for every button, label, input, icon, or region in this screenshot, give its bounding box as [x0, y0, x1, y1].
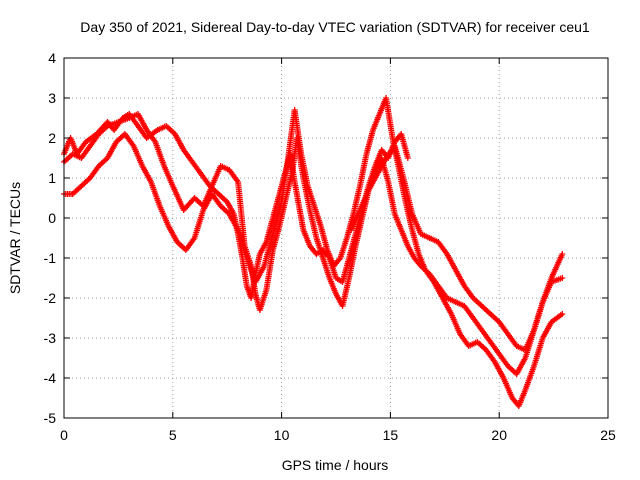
chart-title: Day 350 of 2021, Sidereal Day-to-day VTE…	[80, 19, 590, 35]
y-tick-label: -3	[44, 330, 57, 346]
y-axis-label: SDTVAR / TECUs	[7, 182, 23, 294]
data-point	[404, 155, 411, 161]
y-tick-label: 0	[48, 210, 56, 226]
x-tick-label: 0	[60, 427, 68, 443]
x-tick-label: 10	[274, 427, 290, 443]
data-point	[559, 251, 566, 257]
x-axis-label: GPS time / hours	[282, 457, 389, 473]
x-tick-label: 25	[600, 427, 616, 443]
y-tick-label: 4	[48, 50, 56, 66]
y-tick-label: 2	[48, 130, 56, 146]
y-tick-label: -4	[44, 370, 57, 386]
data-point	[336, 256, 343, 263]
data-point	[559, 311, 566, 317]
series-4	[348, 143, 566, 353]
y-tick-label: 3	[48, 90, 56, 106]
x-tick-label: 15	[383, 427, 399, 443]
plot-frame	[63, 57, 609, 419]
y-tick-label: -5	[44, 410, 57, 426]
y-tick-label: -1	[44, 250, 57, 266]
series-3	[61, 95, 566, 409]
y-tick-label: -2	[44, 290, 57, 306]
data-markers	[61, 95, 566, 409]
x-tick-label: 20	[491, 427, 507, 443]
x-tick-label: 5	[169, 427, 177, 443]
series-1	[61, 111, 411, 301]
grid-lines	[64, 58, 608, 418]
y-tick-label: 1	[48, 170, 56, 186]
axis-ticks: 0 5 10 15 20 25 -5 -4 -3 -2 -1 0 1 2 3 4	[44, 50, 616, 443]
data-point	[559, 275, 566, 281]
